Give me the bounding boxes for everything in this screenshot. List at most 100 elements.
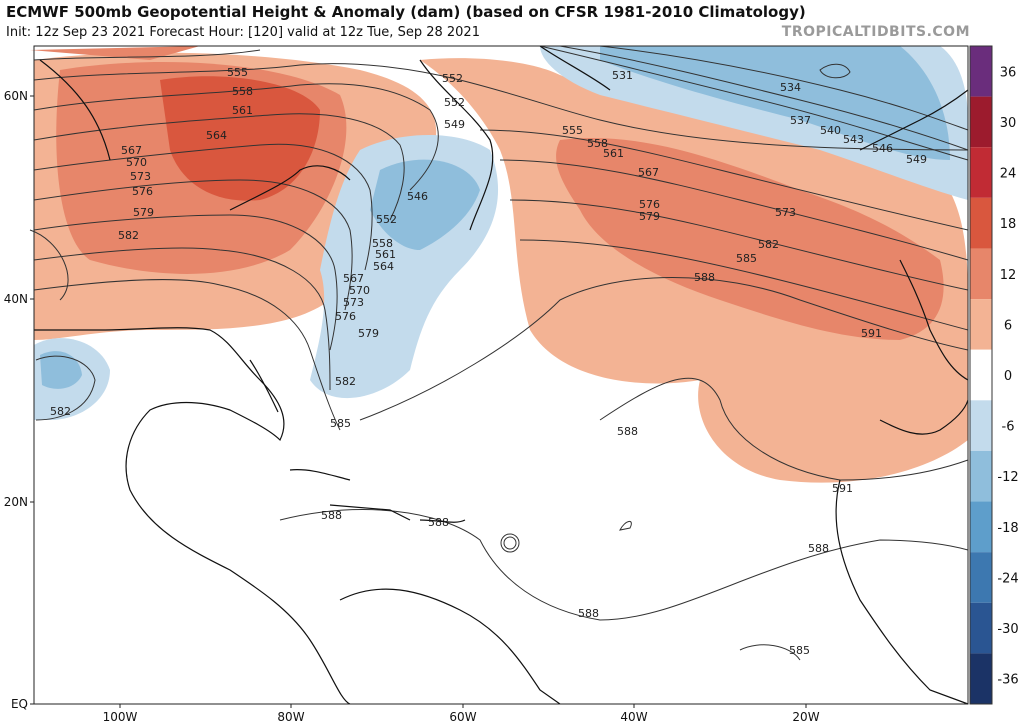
colorbar-segment [970, 299, 992, 350]
colorbar-segment [970, 450, 992, 502]
colorbar-label: 0 [1004, 369, 1012, 384]
height-contours [29, 45, 969, 661]
contour-label: 582 [335, 375, 356, 388]
contour-label: 558 [587, 137, 608, 150]
contour-label: 579 [639, 210, 660, 223]
contour-label: 549 [444, 118, 465, 131]
contour-label: 567 [343, 272, 364, 285]
contour-label: 567 [638, 166, 659, 179]
lat-label: 60N [4, 89, 28, 103]
contour-label: 585 [330, 417, 351, 430]
contour-label: 588 [578, 607, 599, 620]
colorbar-segment [970, 602, 992, 654]
colorbar-segment [970, 653, 992, 704]
positive-anomaly-shading [30, 46, 968, 483]
contour-label: 582 [50, 405, 71, 418]
contour-label: 549 [906, 153, 927, 166]
coastlines [34, 45, 969, 705]
colorbar-segment [970, 248, 992, 300]
contour-label: 567 [121, 144, 142, 157]
colorbar-segment [970, 46, 992, 97]
contour-label: 585 [789, 644, 810, 657]
longitude-axis: 100W 80W 60W 40W 20W [103, 704, 820, 724]
colorbar-label: 30 [1000, 116, 1017, 131]
contour-label-group: 555 558 561 564 567 570 573 576 579 582 … [50, 66, 927, 657]
colorbar-border [969, 45, 993, 705]
contour-label: 570 [349, 284, 370, 297]
contour-label: 552 [376, 213, 397, 226]
colorbar: 36 30 24 18 12 6 0 -6 -12 -18 -24 -30 -36 [969, 45, 1019, 705]
colorbar-label: 18 [1000, 217, 1017, 232]
lat-label: 20N [4, 495, 28, 509]
forecast-info: Init: 12z Sep 23 2021 Forecast Hour: [12… [6, 25, 480, 40]
lat-label: 40N [4, 292, 28, 306]
colorbar-label: -30 [997, 622, 1018, 637]
contour-label: 540 [820, 124, 841, 137]
negative-anomaly-shading [34, 46, 968, 420]
contour-label: 552 [442, 72, 463, 85]
lon-label: 80W [277, 710, 304, 724]
contour-label: 564 [373, 260, 394, 273]
chart-title: ECMWF 500mb Geopotential Height & Anomal… [6, 3, 806, 21]
contour-label: 546 [872, 142, 893, 155]
contour-label: 588 [321, 509, 342, 522]
lon-label: 60W [449, 710, 476, 724]
colorbar-label: -36 [997, 673, 1018, 688]
colorbar-segment [970, 197, 992, 249]
contour-label: 588 [808, 542, 829, 555]
brand-watermark: TROPICALTIDBITS.COM [781, 24, 970, 40]
contour-label: 546 [407, 190, 428, 203]
contour-label: 579 [133, 206, 154, 219]
colorbar-segment [970, 400, 992, 451]
contour-label: 555 [562, 124, 583, 137]
contour-label: 582 [758, 238, 779, 251]
contour-label: 561 [603, 147, 624, 160]
colorbar-label: -18 [997, 521, 1018, 536]
lat-label: EQ [11, 697, 28, 711]
contour-label: 561 [232, 104, 253, 117]
map-area: 555 558 561 564 567 570 573 576 579 582 … [29, 45, 969, 705]
colorbar-label: 36 [1000, 65, 1017, 80]
colorbar-label: 24 [1000, 167, 1017, 182]
lon-label: 100W [103, 710, 138, 724]
contour-label: 588 [694, 271, 715, 284]
contour-label: 552 [444, 96, 465, 109]
contour-label: 570 [126, 156, 147, 169]
colorbar-segment [970, 501, 992, 553]
contour-label: 585 [736, 252, 757, 265]
lon-label: 40W [620, 710, 647, 724]
contour-label: 591 [861, 327, 882, 340]
colorbar-segment [970, 147, 992, 198]
colorbar-segment [970, 349, 992, 401]
contour-label: 537 [790, 114, 811, 127]
contour-label: 573 [343, 296, 364, 309]
colorbar-label: -24 [997, 571, 1018, 586]
colorbar-label: -12 [997, 470, 1018, 485]
colorbar-segment [970, 96, 992, 148]
contour-label: 558 [232, 85, 253, 98]
colorbar-label: 6 [1004, 318, 1012, 333]
contour-label: 588 [617, 425, 638, 438]
contour-label: 573 [130, 170, 151, 183]
contour-label: 591 [832, 482, 853, 495]
contour-label: 576 [132, 185, 153, 198]
contour-label: 588 [428, 516, 449, 529]
contour-label: 555 [227, 66, 248, 79]
lon-label: 20W [792, 710, 819, 724]
latitude-axis: 60N 40N 20N EQ [4, 89, 34, 711]
contour-label: 558 [372, 237, 393, 250]
contour-label: 534 [780, 81, 801, 94]
contour-label: 576 [335, 310, 356, 323]
contour-label: 579 [358, 327, 379, 340]
contour-label: 576 [639, 198, 660, 211]
contour-label: 561 [375, 248, 396, 261]
contour-label: 573 [775, 206, 796, 219]
colorbar-segment [970, 552, 992, 603]
colorbar-label: -6 [1002, 420, 1015, 435]
contour-label: 543 [843, 133, 864, 146]
contour-label: 582 [118, 229, 139, 242]
contour-label: 531 [612, 69, 633, 82]
colorbar-label: 12 [1000, 268, 1017, 283]
contour-label: 564 [206, 129, 227, 142]
